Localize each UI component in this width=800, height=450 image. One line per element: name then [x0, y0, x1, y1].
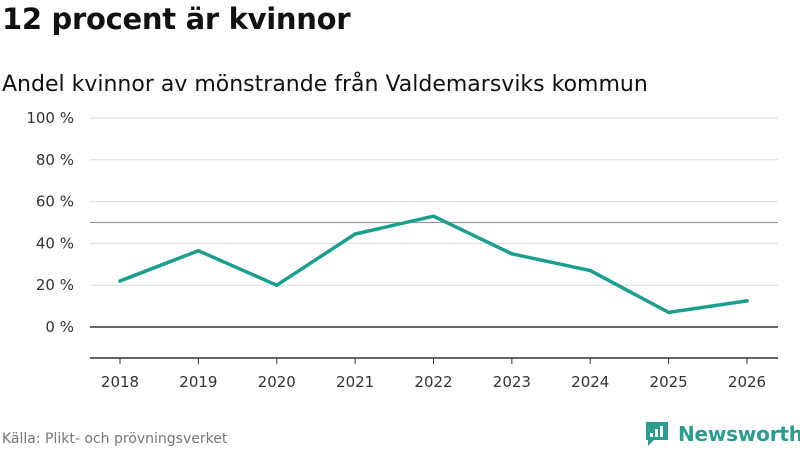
chart-title: 12 procent är kvinnor — [2, 2, 351, 36]
brand-name: Newsworthy — [678, 422, 800, 446]
y-tick-label: 60 % — [36, 193, 74, 211]
newsworthy-logo-icon — [646, 422, 668, 446]
x-axis: 2018 2019 2020 2021 2022 2023 2024 2025 2026 — [90, 357, 778, 391]
gridlines — [90, 117, 778, 328]
data-point-2021 — [353, 232, 357, 236]
y-tick-label: 20 % — [36, 276, 74, 294]
x-tick-label: 2023 — [493, 373, 531, 391]
data-point-2026 — [745, 299, 749, 303]
x-tick-label: 2022 — [414, 373, 452, 391]
chart-subtitle: Andel kvinnor av mönstrande från Valdema… — [2, 72, 648, 97]
data-point-2024 — [588, 268, 592, 273]
data-point-2019 — [196, 248, 201, 253]
x-tick-label: 2026 — [728, 373, 766, 391]
y-tick-labels: 0 % 20 % 40 % 60 % 80 % 100 % — [26, 109, 74, 336]
y-tick-label: 80 % — [36, 151, 74, 169]
x-tick-label: 2018 — [101, 373, 139, 391]
brand-logo: Newsworthy — [644, 420, 800, 448]
data-point-2020 — [275, 283, 279, 287]
x-tick-label: 2021 — [336, 373, 374, 391]
data-point-2023 — [510, 252, 514, 256]
y-tick-label: 40 % — [36, 234, 74, 252]
series-line-andel-kvinnor — [118, 214, 749, 315]
data-point-2018 — [118, 279, 122, 283]
x-tick-label: 2019 — [179, 373, 217, 391]
series-group — [118, 214, 749, 315]
x-tick-label: 2025 — [650, 373, 688, 391]
source-note: Källa: Plikt- och prövningsverket — [2, 431, 228, 447]
data-point-2022 — [431, 214, 436, 218]
x-tick-label: 2020 — [258, 373, 296, 391]
x-tick-label: 2024 — [571, 373, 609, 391]
y-tick-label: 0 % — [45, 318, 74, 336]
y-tick-label: 100 % — [26, 109, 74, 127]
data-point-2025 — [666, 310, 671, 315]
